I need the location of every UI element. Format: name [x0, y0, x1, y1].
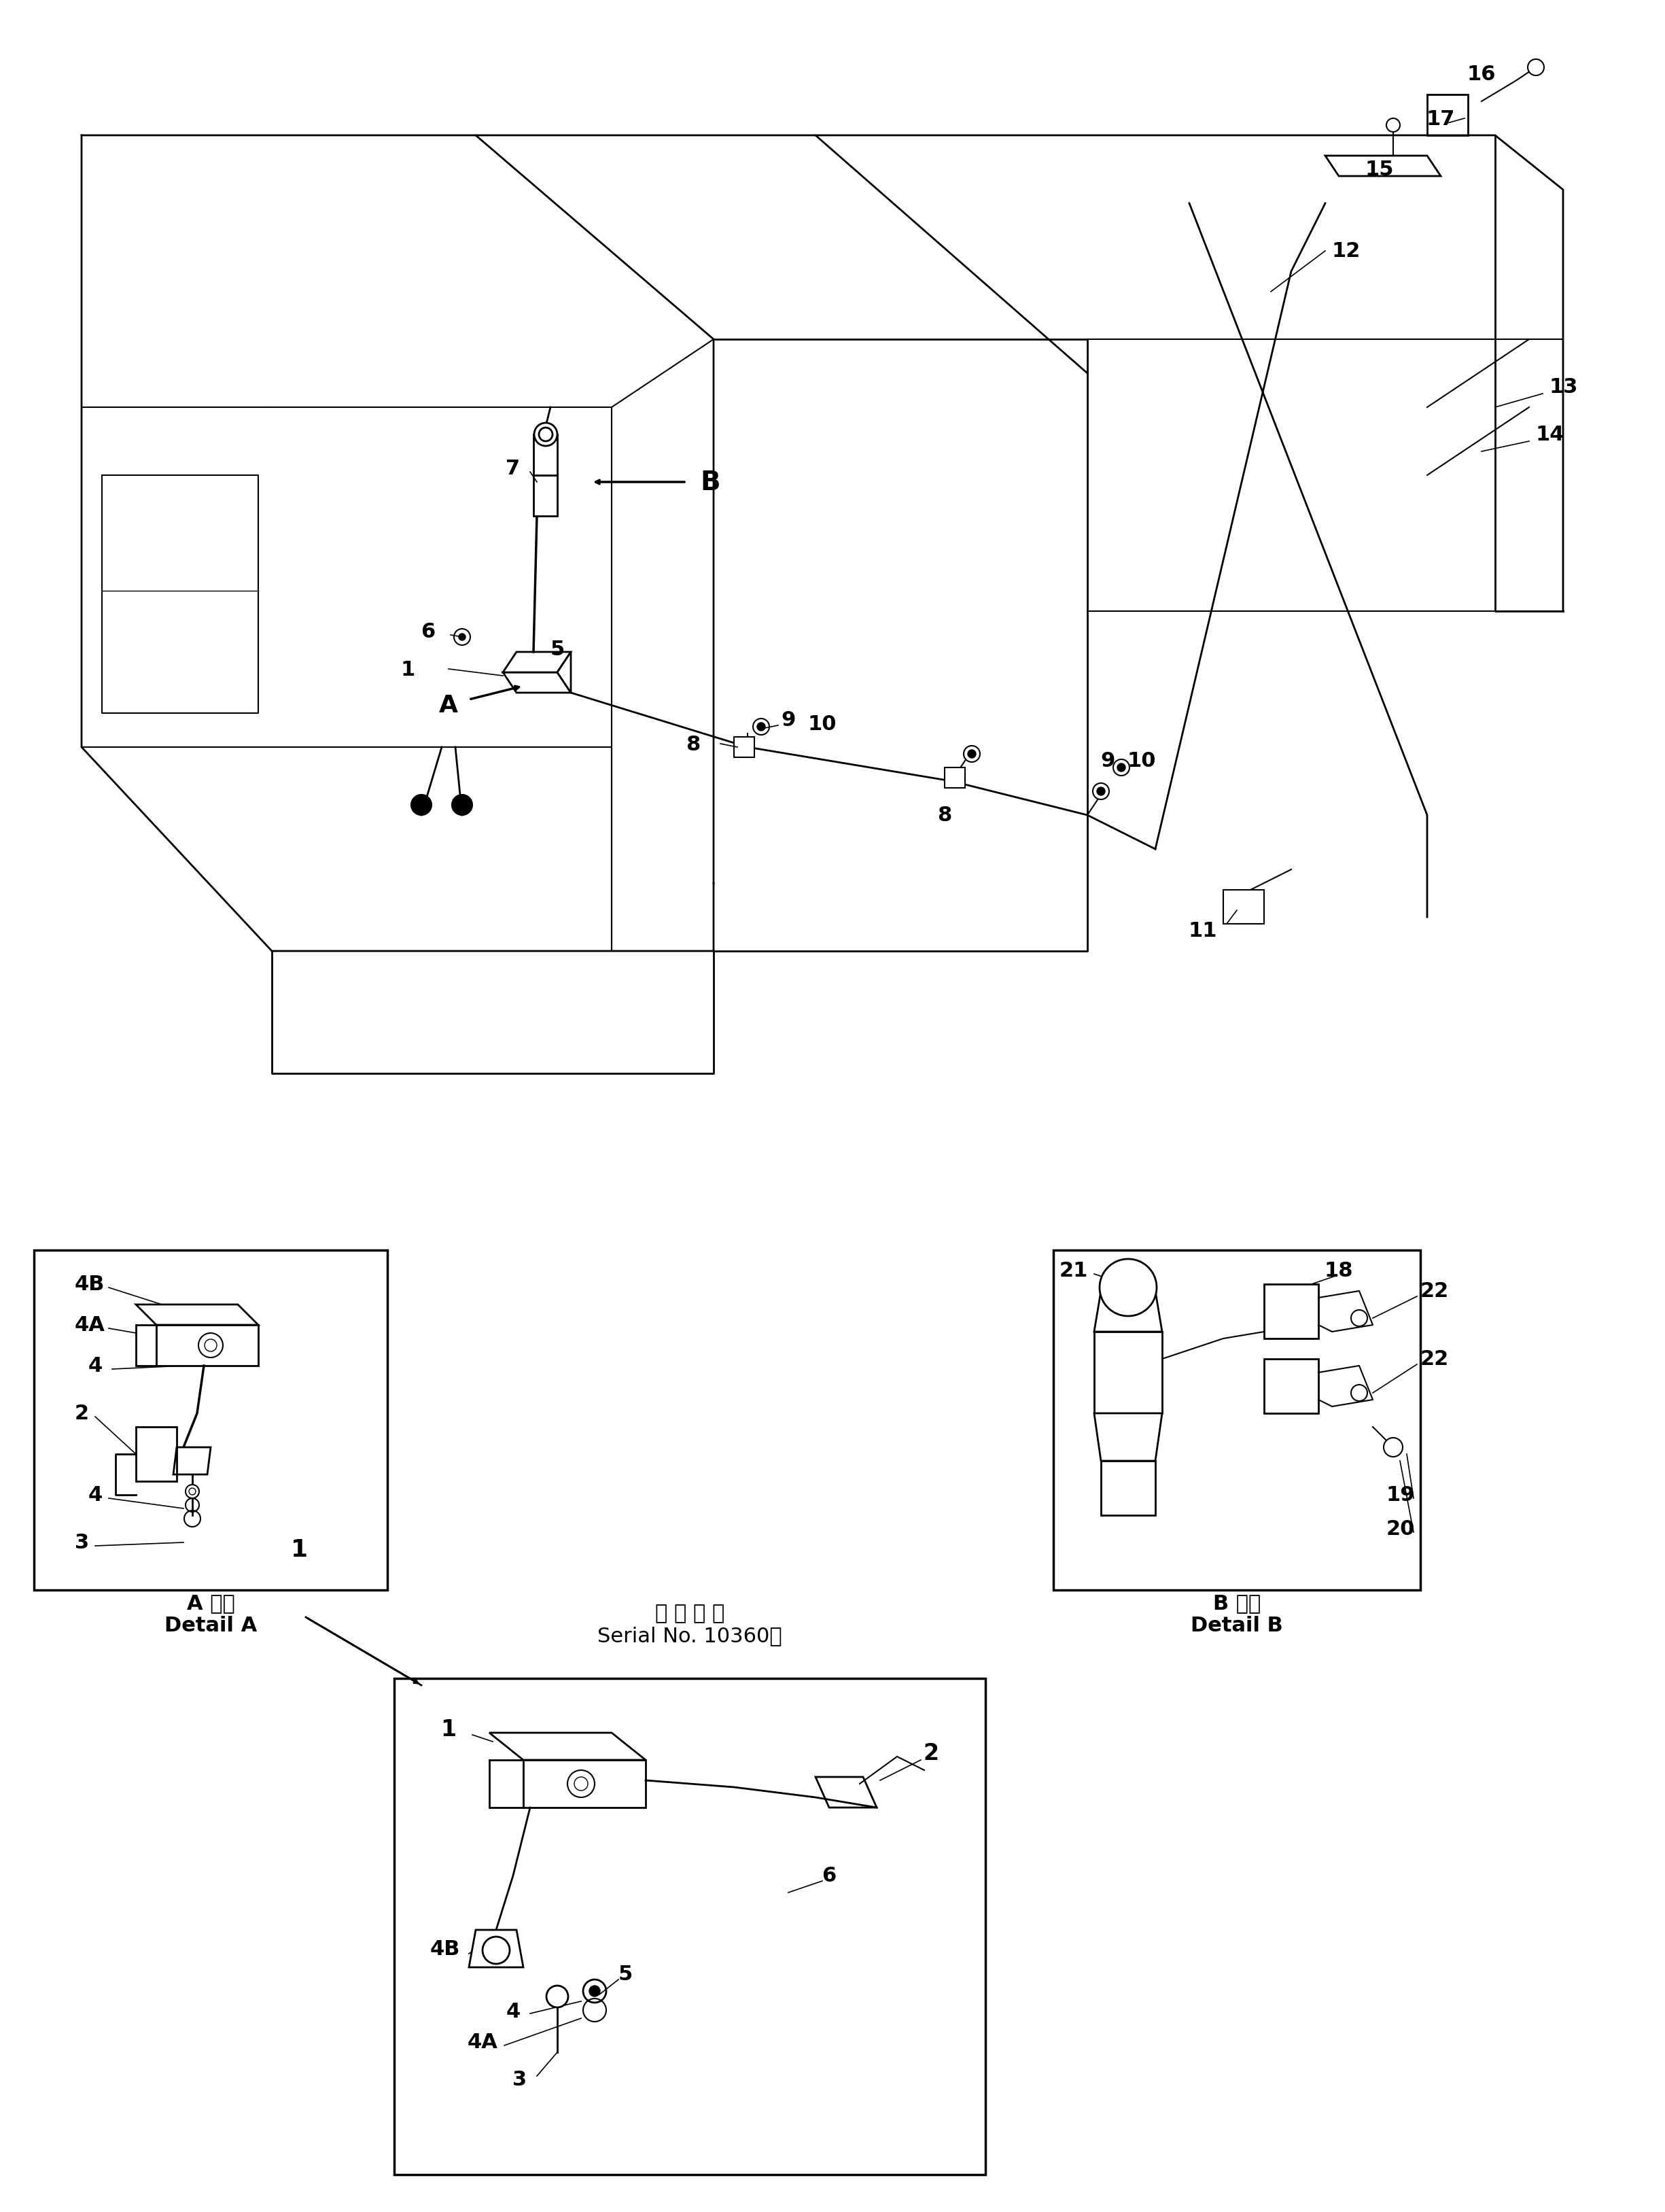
Circle shape [460, 635, 466, 641]
Text: 3: 3 [513, 2070, 528, 2090]
Polygon shape [503, 672, 571, 692]
Text: 2: 2 [922, 1743, 939, 1765]
Circle shape [1117, 763, 1126, 772]
Bar [1054, 1250, 1420, 1590]
Polygon shape [1094, 1292, 1162, 1332]
Polygon shape [533, 476, 558, 515]
Polygon shape [1094, 1332, 1162, 1413]
Circle shape [1350, 1310, 1367, 1327]
Text: 2: 2 [75, 1405, 90, 1422]
Polygon shape [1094, 1413, 1162, 1462]
Text: 22: 22 [1420, 1349, 1449, 1369]
Circle shape [1099, 1259, 1157, 1316]
Polygon shape [1101, 1462, 1156, 1515]
Polygon shape [470, 1931, 523, 1966]
Polygon shape [490, 1732, 646, 1761]
Text: 4: 4 [506, 2002, 519, 2022]
Text: 10: 10 [1127, 752, 1156, 772]
Circle shape [1384, 1438, 1402, 1458]
Text: A: A [440, 695, 458, 717]
Circle shape [1387, 119, 1400, 133]
Circle shape [758, 723, 766, 732]
Text: B 詳細
Detail B: B 詳細 Detail B [1190, 1593, 1284, 1635]
Polygon shape [734, 737, 754, 759]
Text: 4B: 4B [430, 1940, 460, 1960]
Text: 20: 20 [1387, 1520, 1415, 1540]
Circle shape [967, 750, 976, 759]
Polygon shape [137, 1325, 157, 1367]
Polygon shape [1224, 889, 1264, 925]
Polygon shape [137, 1305, 258, 1325]
Circle shape [1097, 787, 1106, 796]
Circle shape [455, 628, 470, 646]
Text: 13: 13 [1550, 378, 1578, 398]
Bar [33, 1250, 388, 1590]
Circle shape [539, 429, 553, 442]
Text: 4B: 4B [75, 1274, 105, 1294]
Polygon shape [173, 1447, 211, 1475]
Text: 22: 22 [1420, 1281, 1449, 1301]
Circle shape [451, 794, 473, 816]
Text: 4: 4 [88, 1356, 103, 1376]
Text: B: B [699, 469, 719, 495]
Circle shape [964, 745, 981, 763]
Text: 3: 3 [75, 1533, 90, 1553]
Bar [395, 1679, 986, 2174]
Text: 15: 15 [1365, 159, 1394, 179]
Text: 1: 1 [401, 659, 415, 679]
Text: 9: 9 [781, 710, 796, 730]
Circle shape [411, 794, 431, 816]
Polygon shape [157, 1325, 258, 1367]
Text: 5: 5 [618, 1964, 633, 1984]
Text: 4: 4 [88, 1484, 103, 1504]
Text: 1: 1 [441, 1719, 456, 1741]
Polygon shape [558, 653, 571, 692]
Text: 6: 6 [421, 622, 435, 641]
Text: 8: 8 [937, 805, 952, 825]
Text: 12: 12 [1332, 241, 1360, 261]
Circle shape [483, 1938, 509, 1964]
Circle shape [589, 1986, 599, 1997]
Text: 適 用 号 機
Serial No. 10360～: 適 用 号 機 Serial No. 10360～ [598, 1604, 783, 1646]
Text: 16: 16 [1467, 64, 1495, 84]
Polygon shape [1325, 157, 1440, 177]
Circle shape [1114, 759, 1129, 776]
Text: 6: 6 [823, 1865, 836, 1885]
Polygon shape [944, 768, 966, 787]
Circle shape [1350, 1385, 1367, 1400]
Circle shape [534, 422, 558, 447]
Text: 5: 5 [549, 639, 564, 659]
Text: 11: 11 [1189, 920, 1217, 940]
Polygon shape [533, 436, 558, 476]
Text: 18: 18 [1324, 1261, 1354, 1281]
Text: 10: 10 [808, 714, 837, 734]
Text: 19: 19 [1387, 1484, 1415, 1504]
Text: 14: 14 [1535, 425, 1565, 445]
Circle shape [753, 719, 769, 734]
Text: 7: 7 [506, 460, 519, 478]
Circle shape [546, 1986, 568, 2008]
Text: 1: 1 [290, 1537, 308, 1562]
Polygon shape [490, 1761, 523, 1807]
Text: 4A: 4A [75, 1316, 105, 1336]
Polygon shape [523, 1761, 646, 1807]
Circle shape [1528, 60, 1543, 75]
Circle shape [1092, 783, 1109, 801]
Circle shape [185, 1484, 200, 1498]
Text: A 詳細
Detail A: A 詳細 Detail A [165, 1593, 256, 1635]
Polygon shape [503, 653, 571, 672]
Text: 8: 8 [686, 734, 701, 754]
Text: 21: 21 [1059, 1261, 1089, 1281]
Text: 17: 17 [1427, 108, 1455, 128]
Text: 4A: 4A [468, 2033, 498, 2053]
Text: 9: 9 [1101, 752, 1116, 772]
